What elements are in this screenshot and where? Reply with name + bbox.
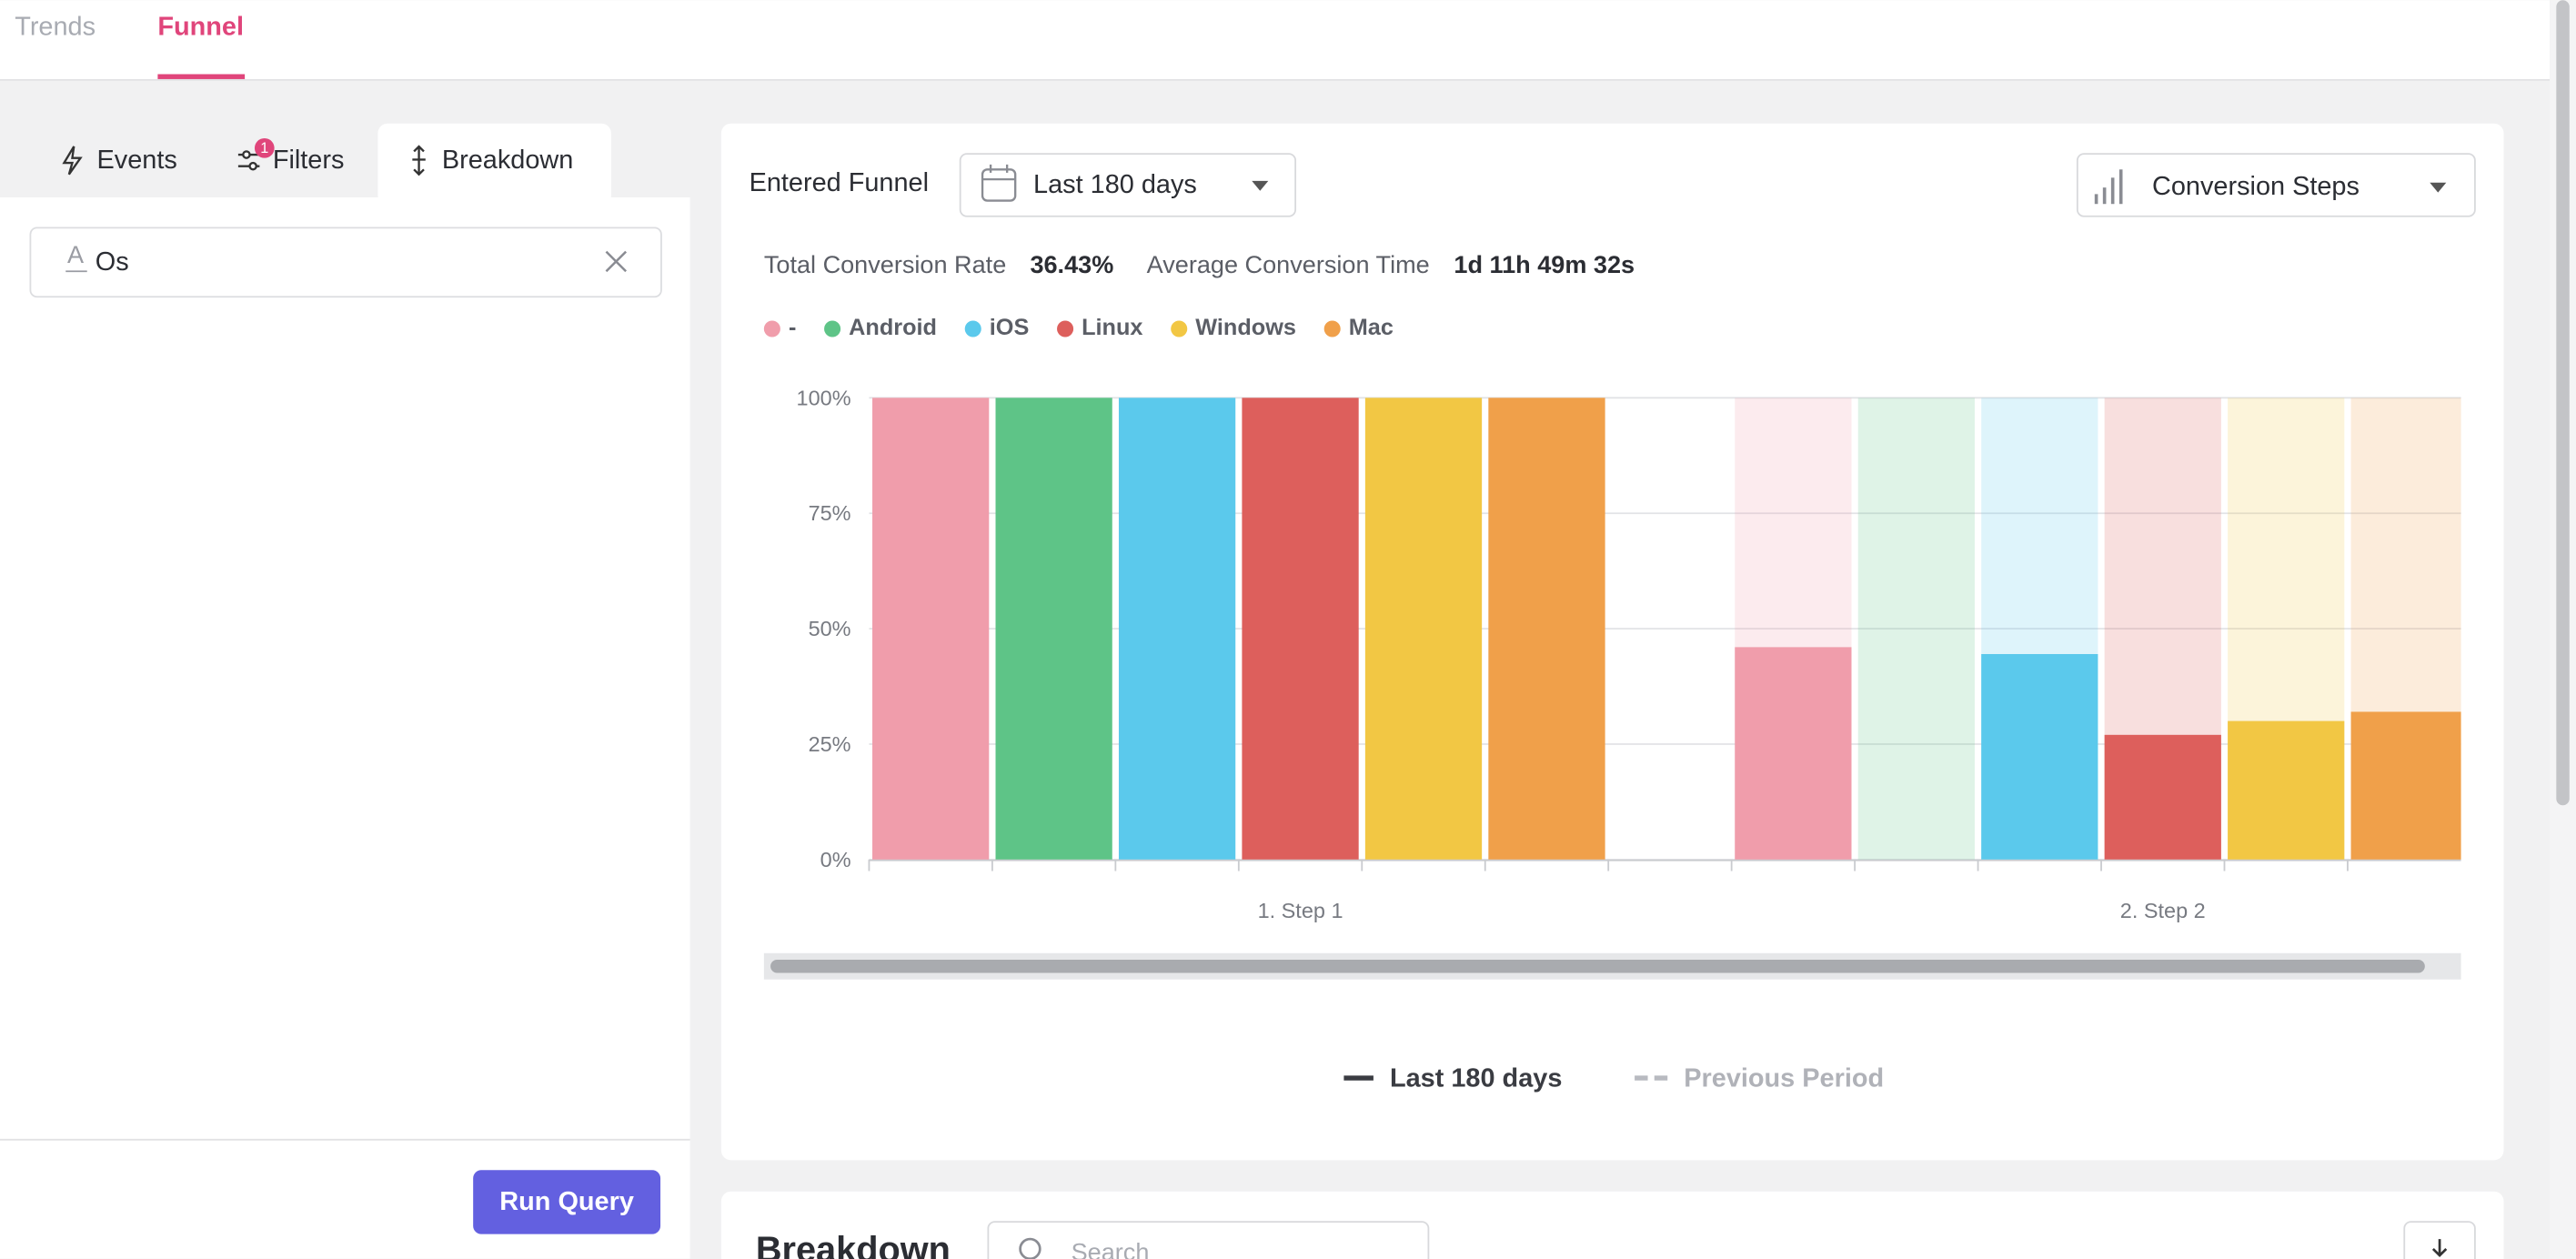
legend-swatch (1171, 320, 1188, 337)
summary-label: Average Conversion Time (1147, 250, 1430, 278)
filters-icon (237, 150, 260, 171)
y-tick-label: 50% (809, 617, 851, 640)
legend-label[interactable]: Mac (1349, 315, 1394, 340)
bar (1364, 398, 1483, 860)
legend-swatch (763, 320, 780, 337)
tab-active-bg (377, 123, 611, 206)
bar (1735, 647, 1852, 860)
bar (872, 398, 990, 860)
steps-icon (2094, 169, 2123, 205)
badge (254, 137, 275, 158)
plot: 0% 25% 50% 75% 100% 1. Step 1 2. Step 2 (797, 386, 2461, 922)
legend-label[interactable]: Android (849, 315, 937, 340)
toolbar-label: Entered Funnel (750, 168, 929, 197)
view-label: Conversion Steps (2152, 172, 2360, 201)
legend: - Android iOS Linux Windows Mac (763, 315, 1394, 340)
bar (1981, 654, 2098, 860)
x-tick-label: 1. Step 1 (1258, 899, 1343, 922)
bar (1118, 398, 1236, 860)
period-legend[interactable]: Previous Period (1684, 1064, 1884, 1093)
legend-swatch (964, 320, 981, 337)
bar-remainder (1857, 398, 1975, 860)
summary-value: 36.43% (1030, 250, 1113, 278)
page-scroll-thumb[interactable] (2556, 0, 2570, 806)
sidebar-tab[interactable]: Filters (273, 146, 345, 175)
y-tick-label: 25% (809, 732, 851, 756)
legend-swatch (1323, 320, 1341, 337)
legend-swatch (824, 320, 841, 337)
bar (2350, 711, 2461, 860)
summary-value: 1d 11h 49m 32s (1454, 250, 1635, 278)
bar (1488, 398, 1605, 860)
legend-label[interactable]: - (789, 315, 796, 340)
legend-label[interactable]: Windows (1195, 315, 1296, 340)
x-tick-label: 2. Step 2 (2120, 899, 2206, 922)
legend-label[interactable]: Linux (1082, 315, 1142, 340)
bar (2104, 734, 2221, 860)
period-legend[interactable]: Last 180 days (1390, 1064, 1562, 1093)
caret (1252, 180, 1269, 191)
bar (2228, 720, 2345, 860)
breakdown-input[interactable] (29, 227, 662, 298)
search-box[interactable] (987, 1221, 1430, 1259)
events-icon (62, 146, 83, 176)
caret (2430, 182, 2447, 193)
legend-label[interactable]: iOS (990, 315, 1030, 340)
property-icon: A (67, 240, 85, 268)
legend-swatch (1057, 320, 1074, 337)
view-dropdown[interactable] (2076, 153, 2476, 217)
breakdown-icon (412, 145, 426, 176)
top-bar (0, 0, 2551, 79)
clear-button[interactable] (605, 250, 628, 273)
bars (872, 398, 2461, 860)
chart-card (720, 123, 2504, 1161)
bar (1242, 398, 1359, 860)
breakdown-title: Breakdown (756, 1230, 951, 1259)
summary-label: Total Conversion Rate (764, 250, 1006, 278)
date-dropdown[interactable] (959, 153, 1297, 217)
run-query-button[interactable] (473, 1170, 661, 1234)
calendar-icon (981, 164, 1017, 202)
sidebar-tab-active[interactable]: Breakdown (442, 146, 573, 175)
badge-count: 1 (260, 140, 268, 156)
y-tick-label: 75% (809, 501, 851, 525)
sidebar-panel (0, 196, 690, 1259)
scroll-thumb[interactable] (770, 960, 2425, 973)
nav-tab[interactable]: Trends (15, 13, 96, 42)
y-tick-label: 100% (797, 386, 851, 409)
y-tick-label: 0% (820, 848, 851, 871)
breakdown-field: Os (96, 247, 129, 277)
date-range: Last 180 days (1033, 170, 1197, 199)
run-query-label: Run Query (499, 1187, 634, 1216)
nav-underline (157, 74, 246, 79)
download-icon (2431, 1239, 2448, 1258)
search-placeholder: Search (1072, 1237, 1150, 1259)
bar (995, 398, 1112, 860)
sidebar-tab[interactable]: Events (97, 146, 177, 175)
nav-tab-active[interactable]: Funnel (157, 13, 244, 42)
